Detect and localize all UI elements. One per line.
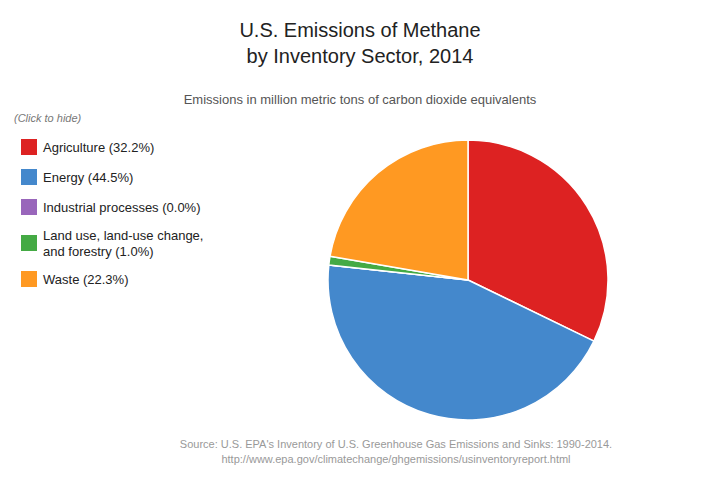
svg-text:by Inventory Sector, 2014: by Inventory Sector, 2014 — [247, 45, 474, 67]
svg-text:Land use, land-use change,: Land use, land-use change, — [43, 228, 203, 243]
svg-text:and forestry (1.0%): and forestry (1.0%) — [43, 244, 154, 259]
svg-text:(Click to hide): (Click to hide) — [14, 112, 82, 124]
svg-text:Source: U.S. EPA's Inventory o: Source: U.S. EPA's Inventory of U.S. Gre… — [180, 438, 612, 450]
svg-text:U.S. Emissions of Methane: U.S. Emissions of Methane — [239, 19, 480, 41]
svg-text:Emissions in million metric to: Emissions in million metric tons of carb… — [184, 92, 537, 107]
svg-text:Agriculture (32.2%): Agriculture (32.2%) — [43, 140, 154, 155]
svg-text:http://www.epa.gov/climatechan: http://www.epa.gov/climatechange/ghgemis… — [221, 453, 570, 465]
svg-text:Energy (44.5%): Energy (44.5%) — [43, 170, 133, 185]
svg-text:Waste (22.3%): Waste (22.3%) — [43, 272, 129, 287]
svg-text:Industrial processes (0.0%): Industrial processes (0.0%) — [43, 200, 201, 215]
